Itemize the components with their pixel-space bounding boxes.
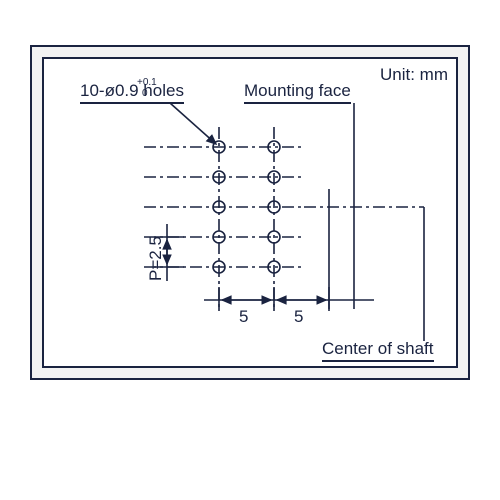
inner-frame: Unit: mm Mounting face 10-ø0.9 holes +0.… [42,57,458,368]
outer-frame: Unit: mm Mounting face 10-ø0.9 holes +0.… [30,45,470,380]
diagram-svg [44,59,460,370]
